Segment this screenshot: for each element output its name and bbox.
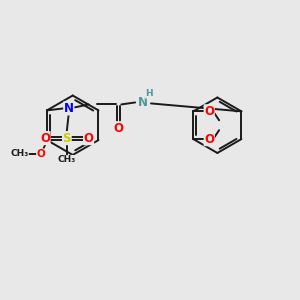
Text: O: O (204, 105, 214, 118)
Text: O: O (204, 133, 214, 146)
Text: N: N (64, 102, 74, 115)
Text: H: H (145, 89, 153, 98)
Text: S: S (62, 132, 71, 145)
Text: O: O (84, 132, 94, 145)
Text: CH₃: CH₃ (10, 149, 28, 158)
Text: N: N (138, 96, 148, 109)
Text: O: O (37, 149, 45, 159)
Text: O: O (40, 132, 50, 145)
Text: CH₃: CH₃ (58, 155, 76, 164)
Text: O: O (113, 122, 123, 135)
